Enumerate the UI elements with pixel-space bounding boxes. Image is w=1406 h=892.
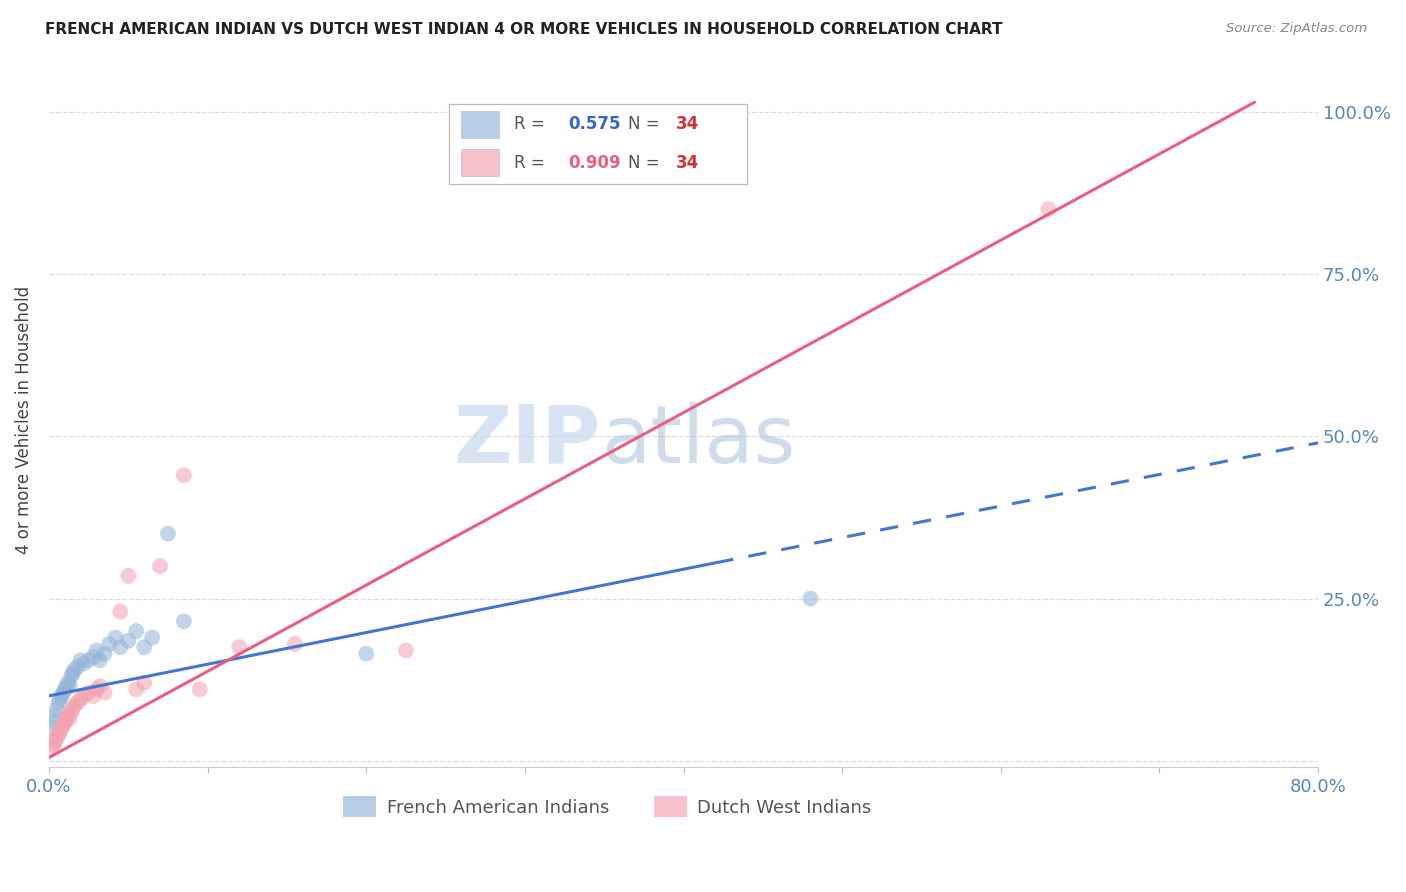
Point xyxy=(93,686,115,700)
Point xyxy=(42,738,65,752)
Point xyxy=(98,637,121,651)
Point xyxy=(141,631,163,645)
Point xyxy=(1038,202,1060,217)
Point xyxy=(799,591,821,606)
Point xyxy=(284,637,307,651)
Point xyxy=(55,679,77,693)
Point xyxy=(52,718,75,732)
Point xyxy=(55,712,77,726)
Point xyxy=(56,676,79,690)
Point xyxy=(86,682,108,697)
Point xyxy=(104,631,127,645)
Point xyxy=(66,695,89,709)
Point xyxy=(188,682,211,697)
Point xyxy=(82,689,104,703)
Point xyxy=(44,708,66,723)
Point xyxy=(69,692,91,706)
Point xyxy=(134,640,156,655)
Legend: French American Indians, Dutch West Indians: French American Indians, Dutch West Indi… xyxy=(336,789,879,824)
Point xyxy=(82,649,104,664)
Y-axis label: 4 or more Vehicles in Household: 4 or more Vehicles in Household xyxy=(15,286,32,554)
Text: atlas: atlas xyxy=(600,402,796,480)
Point xyxy=(53,682,76,697)
Point xyxy=(125,682,148,697)
Point xyxy=(49,692,72,706)
Point xyxy=(89,679,111,693)
Point xyxy=(134,676,156,690)
Point xyxy=(66,659,89,673)
Point xyxy=(117,569,139,583)
Point xyxy=(69,653,91,667)
Point xyxy=(41,740,63,755)
Point xyxy=(44,734,66,748)
Point xyxy=(63,698,86,713)
Point xyxy=(125,624,148,638)
Point xyxy=(48,695,70,709)
Point xyxy=(73,657,96,671)
Point xyxy=(60,705,83,719)
Point xyxy=(89,653,111,667)
Point xyxy=(149,559,172,574)
Point xyxy=(110,640,132,655)
Point xyxy=(173,468,195,483)
Text: ZIP: ZIP xyxy=(454,402,600,480)
Point xyxy=(52,686,75,700)
Point xyxy=(63,663,86,677)
Point xyxy=(51,722,73,736)
Point xyxy=(77,653,100,667)
Point xyxy=(48,728,70,742)
Point xyxy=(45,731,67,745)
Point xyxy=(156,526,179,541)
Point xyxy=(62,702,84,716)
Point xyxy=(58,679,80,693)
Point xyxy=(53,714,76,729)
Point xyxy=(41,722,63,736)
Point xyxy=(56,708,79,723)
Point xyxy=(395,643,418,657)
Point xyxy=(42,714,65,729)
Text: Source: ZipAtlas.com: Source: ZipAtlas.com xyxy=(1226,22,1367,36)
Point xyxy=(228,640,250,655)
Point xyxy=(58,712,80,726)
Point xyxy=(60,669,83,683)
Point xyxy=(86,643,108,657)
Point xyxy=(51,689,73,703)
Point xyxy=(62,666,84,681)
Text: FRENCH AMERICAN INDIAN VS DUTCH WEST INDIAN 4 OR MORE VEHICLES IN HOUSEHOLD CORR: FRENCH AMERICAN INDIAN VS DUTCH WEST IND… xyxy=(45,22,1002,37)
Point xyxy=(49,724,72,739)
Point xyxy=(110,605,132,619)
Point xyxy=(173,614,195,628)
Point xyxy=(77,686,100,700)
Point xyxy=(356,647,378,661)
Point xyxy=(45,702,67,716)
Point xyxy=(73,689,96,703)
Point xyxy=(93,647,115,661)
Point xyxy=(117,633,139,648)
